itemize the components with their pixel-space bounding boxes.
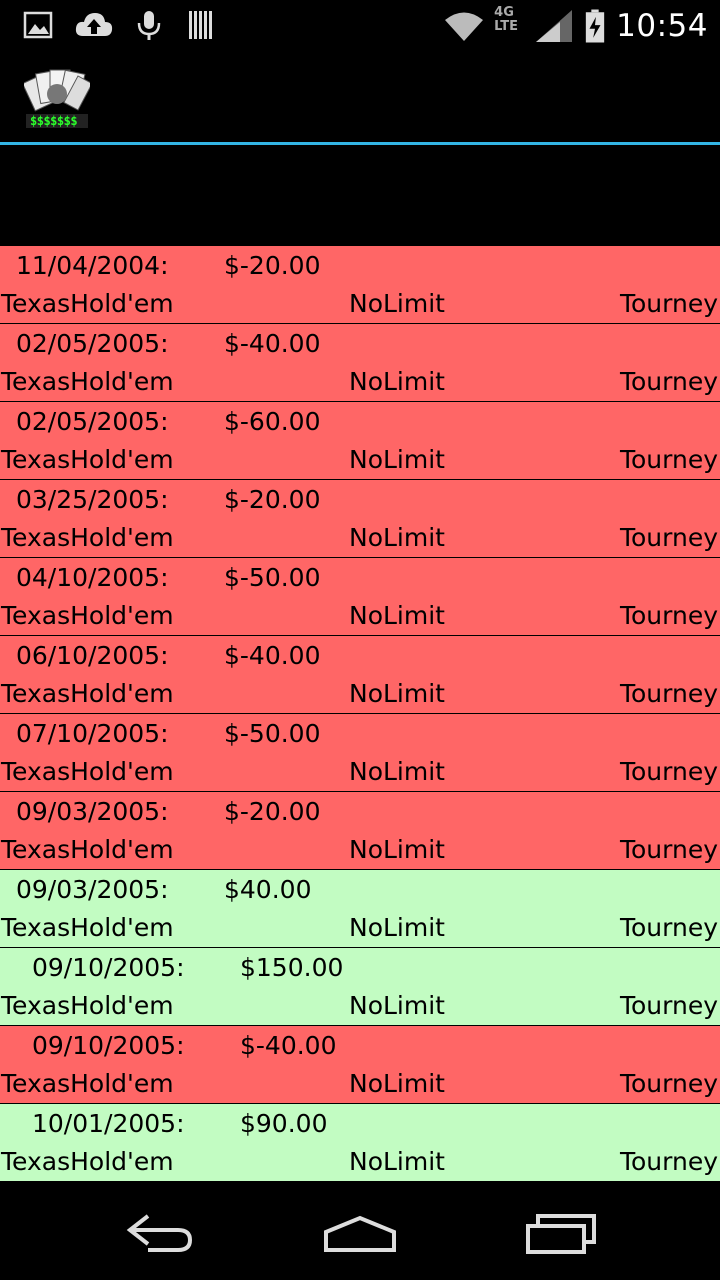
session-game: TexasHold'em: [1, 1069, 174, 1098]
session-type: Tourney: [619, 445, 718, 474]
wifi-icon: [445, 12, 484, 41]
cloud-upload-icon: [75, 13, 113, 36]
session-game: TexasHold'em: [1, 523, 174, 552]
session-game: TexasHold'em: [1, 835, 174, 864]
recent-apps-icon[interactable]: [520, 1208, 600, 1258]
session-game: TexasHold'em: [1, 601, 174, 630]
session-amount: $-40.00: [224, 329, 321, 358]
session-amount: $40.00: [224, 875, 312, 904]
session-row[interactable]: 02/05/2005: $-40.00 TexasHold'em NoLimit Tou…: [0, 324, 720, 401]
session-date: 11/04/2004:: [16, 251, 169, 280]
navigation-bar: [0, 1186, 720, 1280]
session-date: 04/10/2005:: [16, 563, 169, 592]
session-amount: $-60.00: [224, 407, 321, 436]
session-row[interactable]: 11/04/2004: $-20.00 TexasHold'em NoLimit Tou…: [0, 246, 720, 323]
session-limit: NoLimit: [349, 445, 445, 474]
session-date: 02/05/2005:: [16, 329, 169, 358]
app-logo-icon[interactable]: [24, 64, 90, 130]
session-amount: $-50.00: [224, 719, 321, 748]
session-amount: $-20.00: [224, 797, 321, 826]
action-bar-divider: [0, 142, 720, 145]
session-row[interactable]: 09/03/2005: $40.00 TexasHold'em NoLimit Tour…: [0, 870, 720, 947]
session-date: 03/25/2005:: [16, 485, 169, 514]
barcode-icon: [189, 11, 212, 39]
action-bar: $$$$$$$: [0, 50, 720, 142]
session-type: Tourney: [619, 1069, 718, 1098]
session-type: Tourney: [619, 679, 718, 708]
network-label: 4G LTE: [494, 5, 519, 34]
session-type: Tourney: [619, 523, 718, 552]
app-logo-text: $$$$$$$: [30, 114, 78, 128]
header-spacer: [0, 145, 720, 246]
session-amount: $-40.00: [224, 641, 321, 670]
session-type: Tourney: [619, 991, 718, 1020]
session-game: TexasHold'em: [1, 679, 174, 708]
session-row[interactable]: 03/25/2005: $-20.00 TexasHold'em NoLimit Tou…: [0, 480, 720, 557]
session-game: TexasHold'em: [1, 757, 174, 786]
session-row[interactable]: 09/10/2005: $150.00 TexasHold'em NoLimit Tou…: [0, 948, 720, 1025]
session-limit: NoLimit: [349, 523, 445, 552]
session-amount: $-20.00: [224, 485, 321, 514]
session-limit: NoLimit: [349, 835, 445, 864]
session-date: 09/03/2005:: [16, 875, 169, 904]
signal-icon: 4G LTE: [494, 6, 574, 46]
home-icon[interactable]: [320, 1208, 400, 1258]
session-limit: NoLimit: [349, 679, 445, 708]
session-date: 09/03/2005:: [16, 797, 169, 826]
session-amount: $150.00: [240, 953, 344, 982]
session-type: Tourney: [619, 913, 718, 942]
session-date: 10/01/2005:: [32, 1109, 185, 1138]
session-date: 09/10/2005:: [32, 1031, 185, 1060]
session-amount: $-40.00: [240, 1031, 337, 1060]
session-date: 07/10/2005:: [16, 719, 169, 748]
session-limit: NoLimit: [349, 601, 445, 630]
session-limit: NoLimit: [349, 1069, 445, 1098]
session-limit: NoLimit: [349, 913, 445, 942]
session-row[interactable]: 02/05/2005: $-60.00 TexasHold'em NoLimit Tou…: [0, 402, 720, 479]
session-date: 09/10/2005:: [32, 953, 185, 982]
session-type: Tourney: [619, 835, 718, 864]
session-game: TexasHold'em: [1, 367, 174, 396]
session-type: Tourney: [619, 289, 718, 318]
session-list[interactable]: 11/04/2004: $-20.00 TexasHold'em NoLimit Tou…: [0, 246, 720, 1186]
session-row[interactable]: 06/10/2005: $-40.00 TexasHold'em NoLimit Tou…: [0, 636, 720, 713]
session-amount: $-50.00: [224, 563, 321, 592]
session-type: Tourney: [619, 601, 718, 630]
session-row[interactable]: 10/01/2005: $90.00 TexasHold'em NoLimit Tour…: [0, 1104, 720, 1181]
session-type: Tourney: [619, 757, 718, 786]
battery-charging-icon: [585, 9, 605, 43]
session-limit: NoLimit: [349, 367, 445, 396]
session-row[interactable]: 04/10/2005: $-50.00 TexasHold'em NoLimit Tou…: [0, 558, 720, 635]
session-limit: NoLimit: [349, 289, 445, 318]
session-row[interactable]: 07/10/2005: $-50.00 TexasHold'em NoLimit Tou…: [0, 714, 720, 791]
session-type: Tourney: [619, 1147, 718, 1176]
mic-icon: [137, 11, 161, 40]
session-limit: NoLimit: [349, 991, 445, 1020]
session-game: TexasHold'em: [1, 445, 174, 474]
session-limit: NoLimit: [349, 757, 445, 786]
session-row[interactable]: 09/03/2005: $-20.00 TexasHold'em NoLimit Tou…: [0, 792, 720, 869]
session-date: 02/05/2005:: [16, 407, 169, 436]
session-amount: $90.00: [240, 1109, 328, 1138]
session-amount: $-20.00: [224, 251, 321, 280]
session-row[interactable]: 09/10/2005: $-40.00 TexasHold'em NoLimit Tou…: [0, 1026, 720, 1103]
session-game: TexasHold'em: [1, 913, 174, 942]
session-limit: NoLimit: [349, 1147, 445, 1176]
back-icon[interactable]: [120, 1208, 200, 1258]
session-game: TexasHold'em: [1, 1147, 174, 1176]
session-game: TexasHold'em: [1, 991, 174, 1020]
session-type: Tourney: [619, 367, 718, 396]
session-game: TexasHold'em: [1, 289, 174, 318]
image-icon: [23, 11, 53, 39]
session-date: 06/10/2005:: [16, 641, 169, 670]
clock: 10:54: [616, 8, 708, 44]
status-bar: 4G LTE 10:54: [0, 0, 720, 50]
